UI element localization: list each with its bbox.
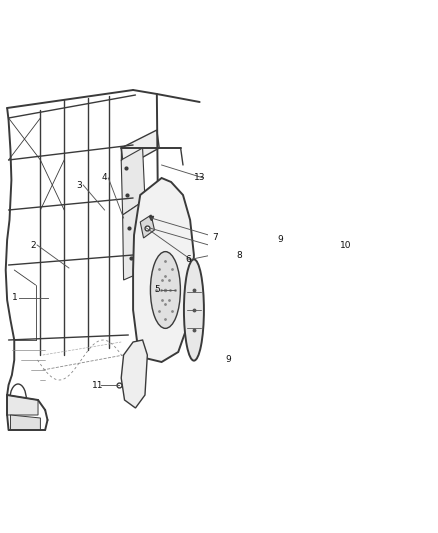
Text: 6: 6 [185, 255, 191, 264]
Text: 10: 10 [340, 240, 351, 249]
Text: 9: 9 [278, 236, 283, 245]
Text: 2: 2 [31, 240, 36, 249]
Text: 11: 11 [92, 381, 103, 390]
Text: 7: 7 [212, 233, 218, 243]
Polygon shape [121, 148, 145, 215]
Polygon shape [123, 200, 146, 280]
Polygon shape [121, 130, 159, 168]
Polygon shape [11, 415, 40, 430]
Polygon shape [140, 215, 155, 238]
Text: 9: 9 [225, 356, 231, 365]
Ellipse shape [184, 260, 204, 361]
Polygon shape [7, 395, 38, 415]
Text: 13: 13 [194, 174, 205, 182]
Text: 5: 5 [154, 286, 160, 295]
Text: 3: 3 [77, 181, 82, 190]
Text: 1: 1 [12, 294, 18, 303]
Text: 8: 8 [237, 251, 243, 260]
Polygon shape [121, 340, 147, 408]
Polygon shape [133, 178, 194, 362]
Text: 4: 4 [102, 174, 107, 182]
Circle shape [150, 252, 180, 328]
